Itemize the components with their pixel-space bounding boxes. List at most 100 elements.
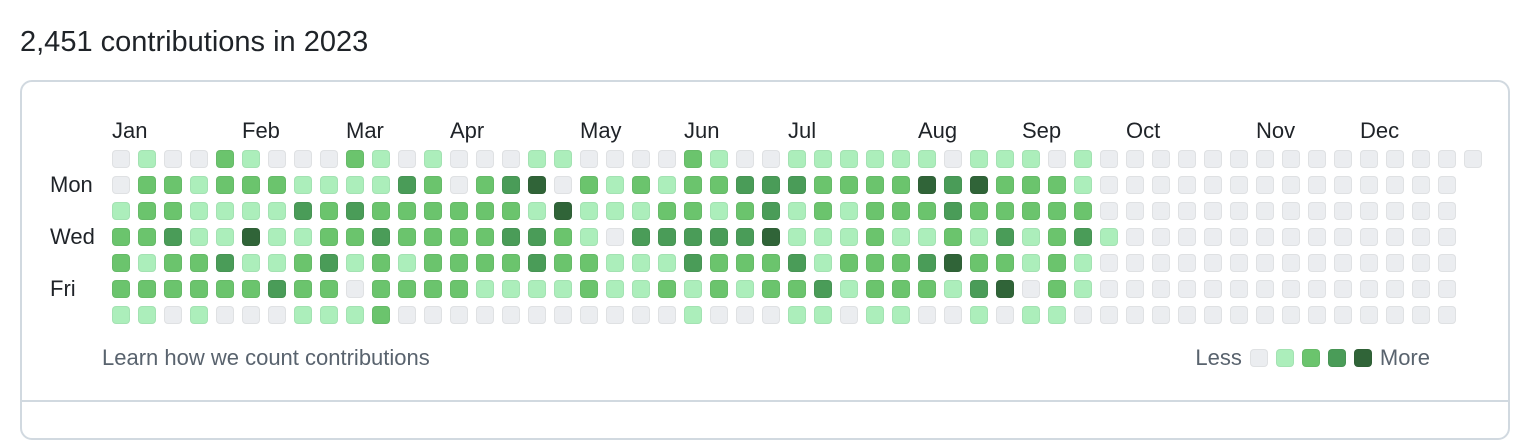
contribution-day-cell[interactable] <box>164 176 182 194</box>
contribution-day-cell[interactable] <box>1022 150 1040 168</box>
contribution-day-cell[interactable] <box>658 306 676 324</box>
contribution-day-cell[interactable] <box>1334 228 1352 246</box>
contribution-day-cell[interactable] <box>502 306 520 324</box>
contribution-day-cell[interactable] <box>1308 254 1326 272</box>
contribution-day-cell[interactable] <box>1126 202 1144 220</box>
contribution-day-cell[interactable] <box>1152 280 1170 298</box>
contribution-day-cell[interactable] <box>320 228 338 246</box>
contribution-day-cell[interactable] <box>242 280 260 298</box>
contribution-day-cell[interactable] <box>398 202 416 220</box>
contribution-day-cell[interactable] <box>866 228 884 246</box>
contribution-day-cell[interactable] <box>1178 280 1196 298</box>
contribution-day-cell[interactable] <box>1204 228 1222 246</box>
contribution-day-cell[interactable] <box>554 228 572 246</box>
contribution-day-cell[interactable] <box>528 202 546 220</box>
contribution-day-cell[interactable] <box>372 176 390 194</box>
contribution-day-cell[interactable] <box>788 202 806 220</box>
contribution-day-cell[interactable] <box>736 202 754 220</box>
contribution-day-cell[interactable] <box>398 306 416 324</box>
contribution-day-cell[interactable] <box>580 306 598 324</box>
contribution-day-cell[interactable] <box>1360 306 1378 324</box>
contribution-day-cell[interactable] <box>1126 228 1144 246</box>
contribution-day-cell[interactable] <box>346 306 364 324</box>
contribution-day-cell[interactable] <box>1256 280 1274 298</box>
contribution-day-cell[interactable] <box>684 150 702 168</box>
contribution-day-cell[interactable] <box>606 228 624 246</box>
contribution-day-cell[interactable] <box>1308 306 1326 324</box>
contribution-day-cell[interactable] <box>1204 306 1222 324</box>
contribution-day-cell[interactable] <box>788 176 806 194</box>
contribution-day-cell[interactable] <box>528 150 546 168</box>
contribution-day-cell[interactable] <box>918 150 936 168</box>
contribution-day-cell[interactable] <box>242 228 260 246</box>
contribution-day-cell[interactable] <box>294 150 312 168</box>
contribution-day-cell[interactable] <box>164 254 182 272</box>
contribution-day-cell[interactable] <box>1438 254 1456 272</box>
contribution-day-cell[interactable] <box>1282 150 1300 168</box>
contribution-day-cell[interactable] <box>580 202 598 220</box>
contribution-day-cell[interactable] <box>892 280 910 298</box>
contribution-day-cell[interactable] <box>1282 202 1300 220</box>
contribution-day-cell[interactable] <box>268 150 286 168</box>
contribution-day-cell[interactable] <box>398 280 416 298</box>
contribution-day-cell[interactable] <box>970 176 988 194</box>
contribution-day-cell[interactable] <box>424 280 442 298</box>
contribution-day-cell[interactable] <box>762 150 780 168</box>
contribution-day-cell[interactable] <box>580 228 598 246</box>
contribution-day-cell[interactable] <box>1074 280 1092 298</box>
contribution-day-cell[interactable] <box>632 306 650 324</box>
contribution-day-cell[interactable] <box>710 306 728 324</box>
contribution-day-cell[interactable] <box>1074 176 1092 194</box>
contribution-day-cell[interactable] <box>970 202 988 220</box>
contribution-day-cell[interactable] <box>216 306 234 324</box>
contribution-day-cell[interactable] <box>944 176 962 194</box>
contribution-day-cell[interactable] <box>814 306 832 324</box>
contribution-day-cell[interactable] <box>1386 306 1404 324</box>
contribution-day-cell[interactable] <box>788 280 806 298</box>
contribution-day-cell[interactable] <box>580 254 598 272</box>
contribution-day-cell[interactable] <box>1282 306 1300 324</box>
contribution-day-cell[interactable] <box>502 150 520 168</box>
contribution-day-cell[interactable] <box>1048 150 1066 168</box>
contribution-day-cell[interactable] <box>320 150 338 168</box>
contribution-day-cell[interactable] <box>138 254 156 272</box>
contribution-day-cell[interactable] <box>1334 150 1352 168</box>
contribution-day-cell[interactable] <box>1412 176 1430 194</box>
contribution-day-cell[interactable] <box>918 280 936 298</box>
contribution-day-cell[interactable] <box>1308 176 1326 194</box>
contribution-day-cell[interactable] <box>684 228 702 246</box>
contribution-day-cell[interactable] <box>268 176 286 194</box>
contribution-day-cell[interactable] <box>970 254 988 272</box>
contribution-day-cell[interactable] <box>996 254 1014 272</box>
contribution-day-cell[interactable] <box>398 176 416 194</box>
contribution-day-cell[interactable] <box>554 306 572 324</box>
contribution-day-cell[interactable] <box>1022 280 1040 298</box>
contribution-day-cell[interactable] <box>736 254 754 272</box>
contribution-day-cell[interactable] <box>320 306 338 324</box>
contribution-day-cell[interactable] <box>1412 150 1430 168</box>
contribution-day-cell[interactable] <box>1360 228 1378 246</box>
contribution-day-cell[interactable] <box>1464 150 1482 168</box>
contribution-day-cell[interactable] <box>814 280 832 298</box>
contribution-day-cell[interactable] <box>892 254 910 272</box>
contribution-day-cell[interactable] <box>554 254 572 272</box>
contribution-day-cell[interactable] <box>892 176 910 194</box>
contribution-day-cell[interactable] <box>450 176 468 194</box>
contribution-day-cell[interactable] <box>1022 176 1040 194</box>
contribution-day-cell[interactable] <box>944 280 962 298</box>
contribution-day-cell[interactable] <box>1386 150 1404 168</box>
contribution-day-cell[interactable] <box>762 202 780 220</box>
contribution-day-cell[interactable] <box>190 228 208 246</box>
contribution-day-cell[interactable] <box>632 202 650 220</box>
contribution-day-cell[interactable] <box>762 254 780 272</box>
contribution-day-cell[interactable] <box>1100 202 1118 220</box>
contribution-day-cell[interactable] <box>1204 254 1222 272</box>
contribution-day-cell[interactable] <box>346 150 364 168</box>
contribution-day-cell[interactable] <box>112 202 130 220</box>
contribution-day-cell[interactable] <box>164 228 182 246</box>
contribution-day-cell[interactable] <box>112 150 130 168</box>
contribution-day-cell[interactable] <box>632 150 650 168</box>
contribution-day-cell[interactable] <box>762 176 780 194</box>
contribution-day-cell[interactable] <box>606 202 624 220</box>
contribution-day-cell[interactable] <box>216 176 234 194</box>
